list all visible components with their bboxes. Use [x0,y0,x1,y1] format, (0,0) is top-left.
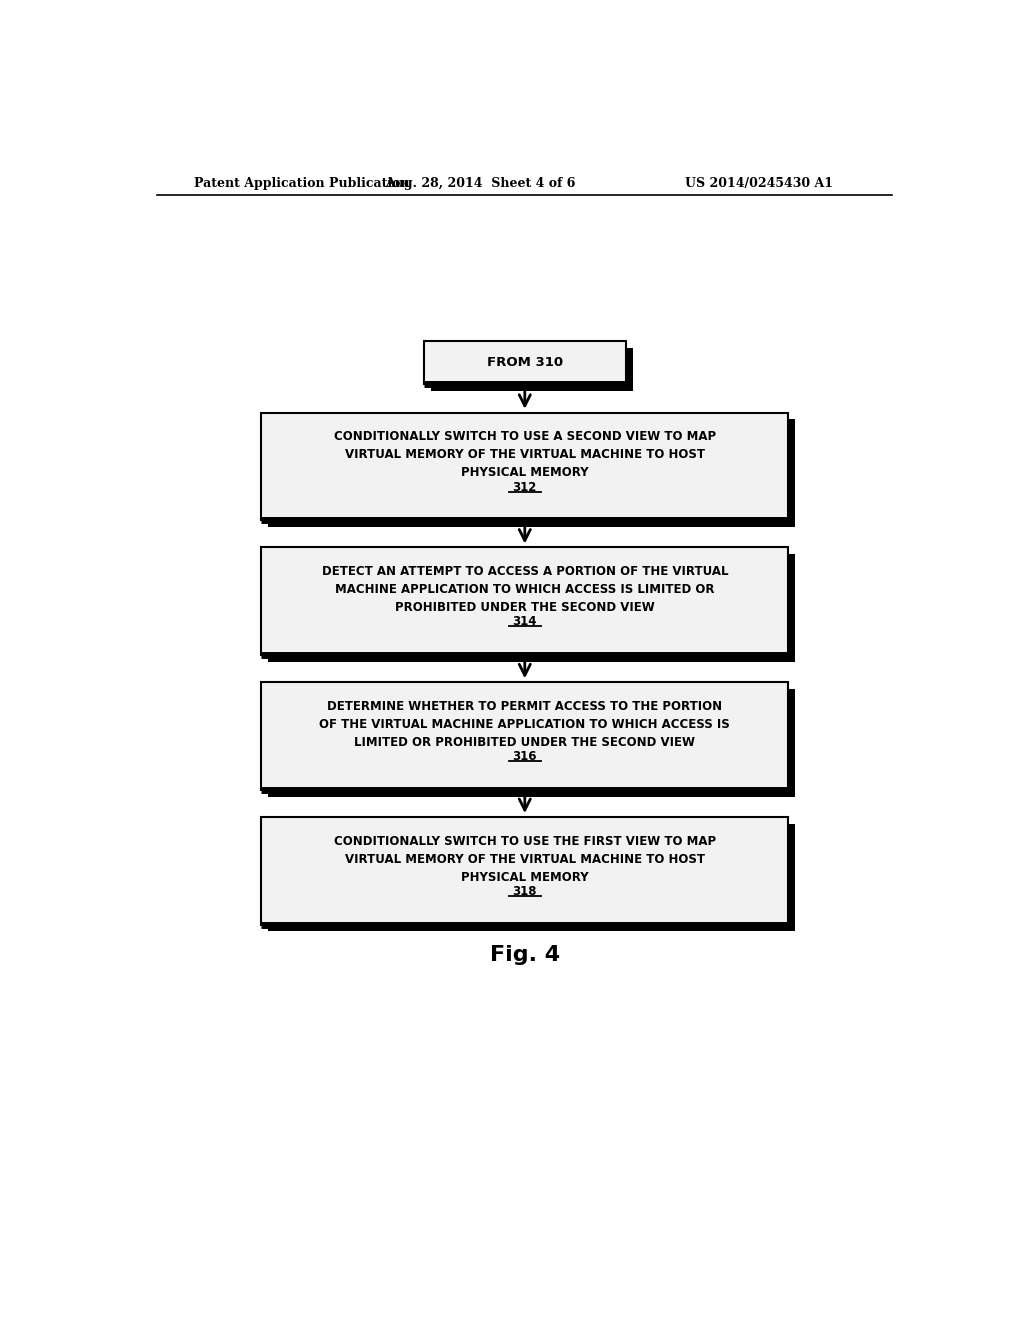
Text: 314: 314 [513,615,537,628]
Bar [261,817,788,924]
Text: CONDITIONALLY SWITCH TO USE THE FIRST VIEW TO MAP: CONDITIONALLY SWITCH TO USE THE FIRST VI… [334,834,716,847]
Bar [268,824,796,932]
Text: 316: 316 [513,750,537,763]
Text: LIMITED OR PROHIBITED UNDER THE SECOND VIEW: LIMITED OR PROHIBITED UNDER THE SECOND V… [354,737,695,748]
Text: PHYSICAL MEMORY: PHYSICAL MEMORY [461,466,589,479]
Text: OF THE VIRTUAL MACHINE APPLICATION TO WHICH ACCESS IS: OF THE VIRTUAL MACHINE APPLICATION TO WH… [319,718,730,731]
Text: MACHINE APPLICATION TO WHICH ACCESS IS LIMITED OR: MACHINE APPLICATION TO WHICH ACCESS IS L… [335,583,715,597]
Text: VIRTUAL MEMORY OF THE VIRTUAL MACHINE TO HOST: VIRTUAL MEMORY OF THE VIRTUAL MACHINE TO… [345,449,705,462]
Text: PHYSICAL MEMORY: PHYSICAL MEMORY [461,871,589,883]
Text: FROM 310: FROM 310 [486,356,563,370]
Text: Fig. 4: Fig. 4 [489,945,560,965]
Text: VIRTUAL MEMORY OF THE VIRTUAL MACHINE TO HOST: VIRTUAL MEMORY OF THE VIRTUAL MACHINE TO… [345,853,705,866]
Bar [431,348,633,391]
Bar [268,554,796,663]
Bar [261,682,788,789]
Bar [261,548,788,655]
Bar [268,689,796,797]
Text: 312: 312 [513,480,537,494]
Bar [268,420,796,527]
Text: Aug. 28, 2014  Sheet 4 of 6: Aug. 28, 2014 Sheet 4 of 6 [385,177,575,190]
Text: DETERMINE WHETHER TO PERMIT ACCESS TO THE PORTION: DETERMINE WHETHER TO PERMIT ACCESS TO TH… [328,700,722,713]
Text: CONDITIONALLY SWITCH TO USE A SECOND VIEW TO MAP: CONDITIONALLY SWITCH TO USE A SECOND VIE… [334,430,716,444]
Text: 318: 318 [513,884,537,898]
Bar [261,413,788,520]
Text: Patent Application Publication: Patent Application Publication [194,177,410,190]
Text: DETECT AN ATTEMPT TO ACCESS A PORTION OF THE VIRTUAL: DETECT AN ATTEMPT TO ACCESS A PORTION OF… [322,565,728,578]
Text: PROHIBITED UNDER THE SECOND VIEW: PROHIBITED UNDER THE SECOND VIEW [395,601,654,614]
Bar [424,342,626,384]
Text: US 2014/0245430 A1: US 2014/0245430 A1 [685,177,834,190]
